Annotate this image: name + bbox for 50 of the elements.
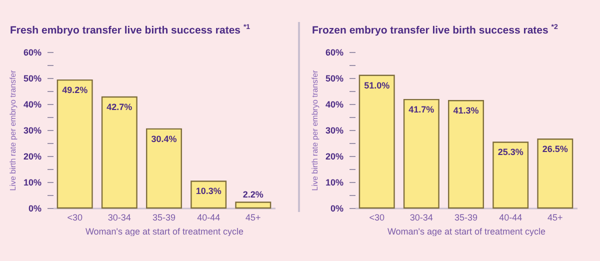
- y-tick-label: 20%: [325, 152, 344, 162]
- bar: [235, 202, 272, 209]
- x-tick-label: <30: [369, 212, 384, 222]
- y-tick-label: 60%: [325, 48, 344, 58]
- x-tick-label: <30: [67, 212, 82, 222]
- data-label: 25.3%: [498, 147, 524, 158]
- x-tick-label: 45+: [246, 212, 261, 222]
- y-tick-label: 0%: [330, 204, 344, 214]
- x-tick-label: 35-39: [152, 212, 176, 222]
- chart-title: Fresh embryo transfer live birth success rates $^{*1}$: [10, 24, 250, 36]
- y-tick-label: 10%: [23, 178, 42, 188]
- data-label: 26.5%: [542, 144, 568, 154]
- x-axis-title: Woman's age at start of treatment cycle: [387, 226, 546, 236]
- bar: [537, 138, 574, 209]
- data-label: 2.2%: [242, 189, 264, 200]
- bar: [358, 74, 395, 209]
- bar: [492, 142, 529, 209]
- x-tick-label: 30-34: [410, 212, 433, 222]
- x-axis-title: Woman's age at start of treatment cycle: [85, 226, 244, 236]
- x-tick-label: 35-39: [454, 212, 478, 222]
- data-label: 30.4%: [151, 134, 177, 144]
- bar: [190, 180, 227, 209]
- y-tick-label: 30%: [325, 126, 344, 136]
- x-tick-label: 45+: [548, 212, 563, 222]
- chart-title: Frozen embryo transfer live birth success rates $^{*2}$: [312, 24, 558, 36]
- data-label: 41.3%: [453, 106, 479, 116]
- data-label: 41.7%: [408, 104, 434, 115]
- y-tick-label: 0%: [28, 204, 42, 214]
- data-label: 42.7%: [106, 102, 132, 112]
- y-tick-label: 30%: [23, 126, 42, 136]
- y-axis-title: Live birth rate per embryo transfer: [310, 70, 320, 191]
- bar: [403, 98, 440, 209]
- x-tick-label: 40-44: [197, 212, 220, 222]
- y-tick-label: 10%: [325, 178, 344, 188]
- y-tick-label: 50%: [325, 74, 344, 84]
- y-tick-label: 60%: [23, 48, 42, 58]
- y-tick-label: 40%: [325, 100, 344, 110]
- data-label: 51.0%: [364, 80, 390, 90]
- bar: [101, 96, 138, 209]
- bar: [146, 128, 182, 209]
- x-tick-label: 30-34: [108, 212, 131, 222]
- y-tick-label: 50%: [23, 74, 42, 84]
- bar: [448, 100, 484, 209]
- y-tick-label: 20%: [23, 152, 42, 162]
- y-axis-title: Live birth rate per embryo transfer: [8, 70, 18, 191]
- data-label: 10.3%: [196, 186, 222, 196]
- x-tick-label: 40-44: [499, 212, 522, 222]
- y-tick-label: 40%: [23, 100, 42, 110]
- data-label: 49.2%: [62, 85, 88, 96]
- bar: [56, 79, 93, 209]
